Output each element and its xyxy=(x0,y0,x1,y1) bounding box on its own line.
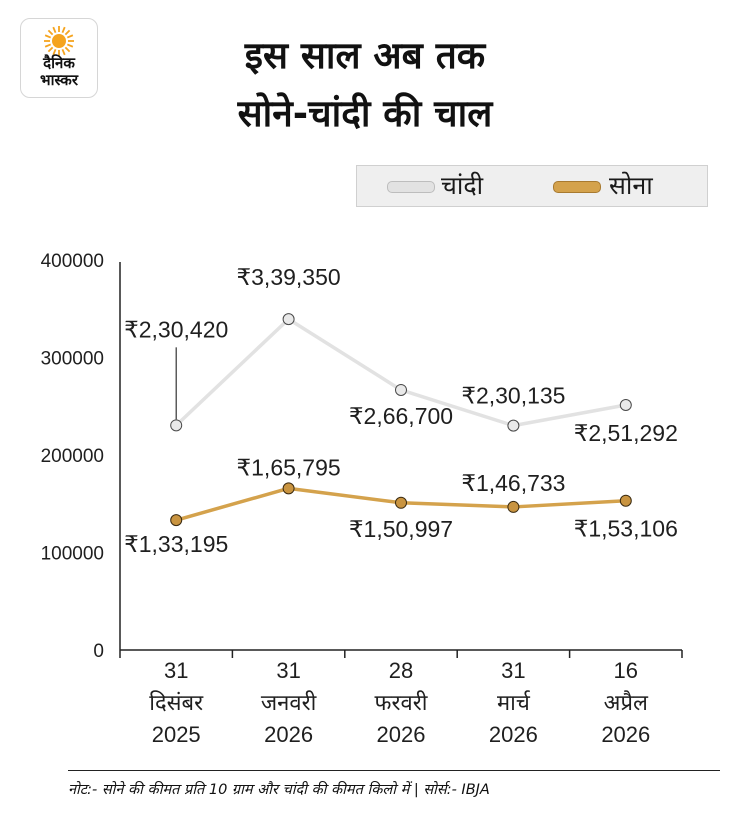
silver-point xyxy=(507,419,520,432)
silver-data-label: ₹2,30,135 xyxy=(461,383,565,409)
chart-title-line2: सोने-चांदी की चाल xyxy=(237,92,493,135)
x-tick-label: 31 xyxy=(164,658,188,683)
x-tick-label: 28 xyxy=(389,658,413,683)
chart-title-line1: इस साल अब तक xyxy=(244,34,486,77)
y-tick-label: 100000 xyxy=(41,544,104,565)
y-tick-label: 300000 xyxy=(41,349,104,370)
footnote: नोट:- सोने की कीमत प्रति 10 ग्राम और चां… xyxy=(68,770,720,799)
gold-point xyxy=(282,482,295,495)
silver-point xyxy=(619,398,632,411)
silver-data-label: ₹3,39,350 xyxy=(237,264,341,290)
gold-data-label: ₹1,33,195 xyxy=(124,531,228,557)
x-tick-label: मार्च xyxy=(497,690,531,715)
gold-point xyxy=(507,500,520,513)
legend-swatch-gold xyxy=(553,181,601,193)
silver-data-label: ₹2,51,292 xyxy=(574,420,678,446)
silver-point xyxy=(170,419,183,432)
gold-point xyxy=(170,514,183,527)
x-tick-label: 31 xyxy=(276,658,300,683)
x-tick-label: 2025 xyxy=(152,722,201,747)
brand-name-line1: दैनिक xyxy=(43,54,75,72)
x-tick-label: फरवरी xyxy=(375,690,428,715)
gold-point xyxy=(395,496,407,509)
x-tick-label: अप्रैल xyxy=(604,690,649,715)
gold-data-label: ₹1,65,795 xyxy=(237,454,341,480)
gold-data-label: ₹1,53,106 xyxy=(574,516,678,542)
y-tick-label: 400000 xyxy=(41,251,104,272)
x-tick-label: जनवरी xyxy=(261,690,317,715)
x-tick-label: दिसंबर xyxy=(149,690,204,715)
silver-data-label: ₹2,30,420 xyxy=(124,316,228,342)
x-tick-label: 31 xyxy=(501,658,525,683)
brand-logo: दैनिक भास्कर xyxy=(20,18,98,98)
sun-icon xyxy=(44,26,74,56)
silver-point xyxy=(282,313,295,326)
gold-data-label: ₹1,50,997 xyxy=(349,516,453,542)
x-tick-label: 2026 xyxy=(601,722,650,747)
legend-swatch-silver xyxy=(387,181,435,193)
legend-label-silver: चांदी xyxy=(441,171,484,200)
x-tick-label: 2026 xyxy=(264,722,313,747)
gold-data-label: ₹1,46,733 xyxy=(461,470,565,496)
x-tick-label: 2026 xyxy=(377,722,426,747)
silver-point xyxy=(395,383,407,396)
brand-name-line2: भास्कर xyxy=(40,71,78,89)
y-tick-label: 200000 xyxy=(41,446,104,467)
legend-label-gold: सोना xyxy=(609,171,653,200)
y-tick-label: 0 xyxy=(93,641,104,662)
silver-data-label: ₹2,66,700 xyxy=(349,403,453,429)
line-chart: 400000 300000 200000 100000 0 31 दिसंबर 2025 31 ज… xyxy=(41,251,683,747)
chart-legend: चांदी सोना xyxy=(356,165,708,207)
gold-point xyxy=(619,494,632,507)
x-tick-label: 16 xyxy=(614,658,638,683)
x-tick-label: 2026 xyxy=(489,722,538,747)
